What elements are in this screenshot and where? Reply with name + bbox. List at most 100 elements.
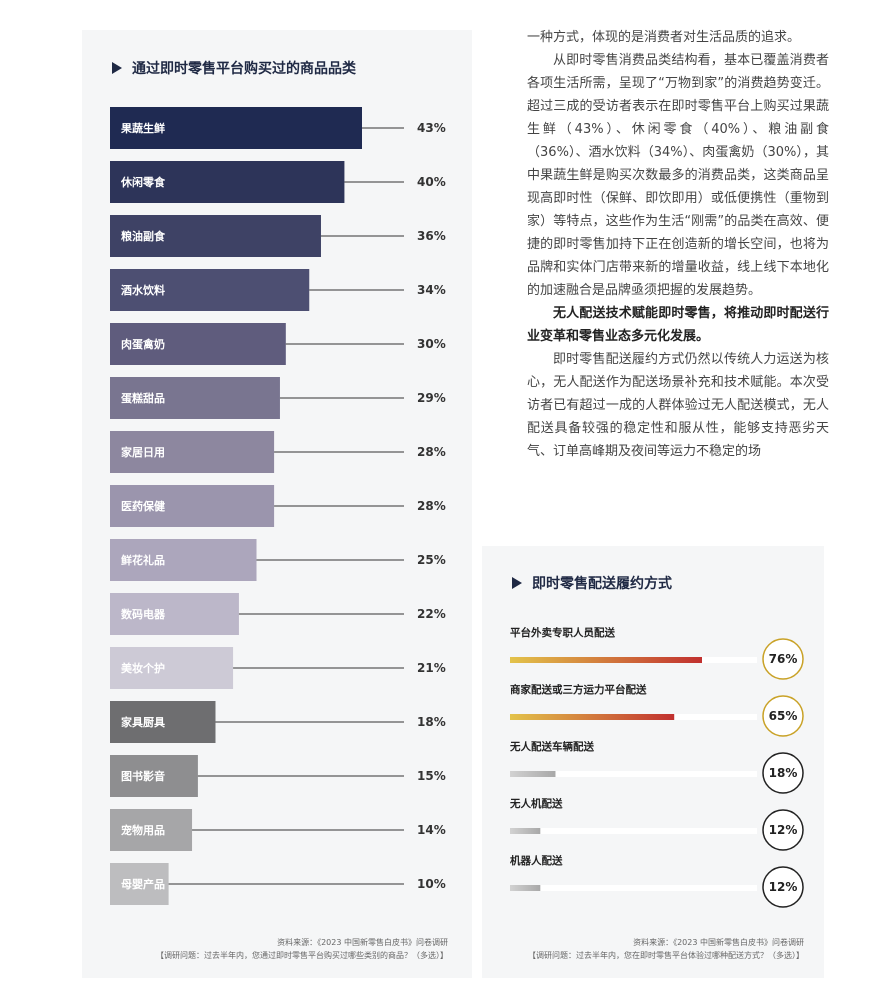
value-label: 14% bbox=[417, 823, 446, 837]
value-circle bbox=[762, 638, 804, 680]
value-label: 21% bbox=[417, 661, 446, 675]
value-circle bbox=[762, 752, 804, 794]
category-bar-group: 家具厨具 18% bbox=[110, 701, 446, 743]
value-label: 15% bbox=[417, 769, 446, 783]
category-bar-group: 家居日用 28% bbox=[110, 431, 446, 473]
value-label: 36% bbox=[417, 229, 446, 243]
category-bar bbox=[110, 593, 239, 635]
survey-question-text: 【调研问题：过去半年内，您通过即时零售平台购买过哪些类别的商品？（多选）】 bbox=[156, 951, 448, 960]
bar-track bbox=[510, 885, 757, 891]
category-bar-group: 休闲零食 40% bbox=[110, 161, 446, 203]
category-chart-title: 通过即时零售平台购买过的商品品类 bbox=[112, 58, 356, 78]
value-label: 40% bbox=[417, 175, 446, 189]
category-bar bbox=[110, 701, 216, 743]
delivery-bar-group: 商家配送或三方运力平台配送 65% bbox=[510, 683, 804, 737]
survey-question-text: 【调研问题：过去半年内，您在即时零售平台体验过哪种配送方式？（多选）】 bbox=[528, 951, 804, 960]
value-label: 30% bbox=[417, 337, 446, 351]
bar-track bbox=[510, 828, 757, 834]
category-label: 蛋糕甜品 bbox=[121, 391, 165, 405]
delivery-bar-chart: 平台外卖专职人员配送 76% 商家配送或三方运力平台配送 65% 无人配送车辆配送 18%… bbox=[509, 626, 804, 908]
category-bar-group: 酒水饮料 34% bbox=[110, 269, 446, 311]
delivery-bar-group: 无人机配送 12% bbox=[509, 797, 804, 851]
category-chart-panel: 通过即时零售平台购买过的商品品类 果蔬生鲜 43% 休闲零食 40% 粮油副食 36% 酒水… bbox=[82, 30, 472, 978]
category-label: 家居日用 bbox=[121, 445, 165, 459]
triangle-bullet-icon bbox=[112, 62, 122, 74]
article-subheading: 无人配送技术赋能即时零售，将推动即时配送行业变革和零售业态多元化发展。 bbox=[527, 306, 829, 344]
delivery-bar bbox=[510, 657, 702, 663]
delivery-chart-source: 资料来源：《2023 中国新零售白皮书》问卷调研 【调研问题：过去半年内，您在即… bbox=[528, 936, 804, 962]
delivery-label: 商家配送或三方运力平台配送 bbox=[510, 683, 647, 696]
category-label: 果蔬生鲜 bbox=[120, 121, 165, 135]
category-chart-source: 资料来源：《2023 中国新零售白皮书》问卷调研 【调研问题：过去半年内，您通过… bbox=[156, 936, 448, 962]
value-label: 22% bbox=[417, 607, 446, 621]
category-bar-group: 图书影音 15% bbox=[110, 755, 446, 797]
value-label: 18% bbox=[417, 715, 446, 729]
triangle-bullet-icon bbox=[512, 577, 522, 589]
value-label: 25% bbox=[417, 553, 446, 567]
value-label: 12% bbox=[769, 823, 798, 837]
delivery-bar bbox=[510, 771, 556, 777]
category-bar-group: 美妆个护 21% bbox=[110, 647, 446, 689]
delivery-bar bbox=[510, 714, 675, 720]
delivery-bar-group: 无人配送车辆配送 18% bbox=[509, 740, 804, 794]
category-bar bbox=[110, 755, 198, 797]
category-bar-group: 蛋糕甜品 29% bbox=[110, 377, 446, 419]
category-bar-group: 宠物用品 14% bbox=[110, 809, 446, 851]
category-label: 家具厨具 bbox=[121, 715, 165, 729]
delivery-chart-panel: 即时零售配送履约方式 平台外卖专职人员配送 76% 商家配送或三方运力平台配送 65%… bbox=[482, 546, 824, 978]
delivery-bar-group: 平台外卖专职人员配送 76% bbox=[510, 626, 804, 680]
category-bar-group: 医药保健 28% bbox=[110, 485, 446, 527]
value-label: 76% bbox=[769, 652, 798, 666]
article-paragraph-2: 从即时零售消费品类结构看，基本已覆盖消费者各项生活所需，呈现了“万物到家”的消费… bbox=[527, 53, 829, 298]
article-text: 一种方式，体现的是消费者对生活品质的追求。 从即时零售消费品类结构看，基本已覆盖… bbox=[527, 26, 829, 463]
delivery-label: 机器人配送 bbox=[510, 854, 563, 867]
bar-track bbox=[510, 771, 757, 777]
delivery-label: 无人机配送 bbox=[509, 797, 563, 810]
category-bar-group: 鲜花礼品 25% bbox=[110, 539, 446, 581]
source-text: 资料来源：《2023 中国新零售白皮书》问卷调研 bbox=[633, 938, 804, 947]
delivery-bar bbox=[510, 885, 541, 891]
category-label: 休闲零食 bbox=[120, 175, 166, 189]
category-bar bbox=[110, 269, 310, 311]
category-bar bbox=[110, 323, 286, 365]
category-bar-chart: 果蔬生鲜 43% 休闲零食 40% 粮油副食 36% 酒水饮料 34% 肉蛋禽奶 30% 蛋糕甜品 2… bbox=[110, 107, 446, 905]
category-label: 美妆个护 bbox=[121, 661, 165, 675]
category-bar-group: 肉蛋禽奶 30% bbox=[110, 323, 446, 365]
category-bar bbox=[110, 107, 362, 149]
value-label: 18% bbox=[769, 766, 798, 780]
category-bar bbox=[110, 377, 280, 419]
category-bar bbox=[110, 647, 234, 689]
value-label: 12% bbox=[769, 880, 798, 894]
category-bar bbox=[110, 863, 169, 905]
category-label: 图书影音 bbox=[121, 769, 165, 783]
source-text: 资料来源：《2023 中国新零售白皮书》问卷调研 bbox=[277, 938, 448, 947]
category-bar-group: 母婴产品 10% bbox=[110, 863, 446, 905]
article-paragraph-1: 一种方式，体现的是消费者对生活品质的追求。 bbox=[527, 30, 801, 45]
delivery-label: 平台外卖专职人员配送 bbox=[510, 626, 615, 639]
category-label: 医药保健 bbox=[121, 499, 166, 513]
value-label: 65% bbox=[769, 709, 798, 723]
value-circle bbox=[762, 695, 804, 737]
category-bar bbox=[110, 485, 275, 527]
value-label: 29% bbox=[417, 391, 446, 405]
category-label: 母婴产品 bbox=[121, 877, 165, 891]
category-bar bbox=[110, 161, 345, 203]
value-label: 28% bbox=[417, 445, 446, 459]
article-paragraph-3: 即时零售配送履约方式仍然以传统人力运送为核心，无人配送作为配送场景补充和技术赋能… bbox=[527, 352, 829, 459]
value-label: 34% bbox=[417, 283, 446, 297]
delivery-bar-group: 机器人配送 12% bbox=[510, 854, 804, 908]
category-bar-group: 数码电器 22% bbox=[110, 593, 446, 635]
value-label: 28% bbox=[417, 499, 446, 513]
value-label: 43% bbox=[417, 121, 446, 135]
delivery-bar bbox=[510, 828, 541, 834]
category-bar bbox=[110, 215, 321, 257]
delivery-label: 无人配送车辆配送 bbox=[509, 740, 594, 753]
category-bar-group: 粮油副食 36% bbox=[110, 215, 446, 257]
delivery-chart-title: 即时零售配送履约方式 bbox=[512, 573, 672, 593]
category-bar bbox=[110, 431, 275, 473]
category-label: 肉蛋禽奶 bbox=[121, 337, 165, 351]
category-bar bbox=[110, 809, 193, 851]
value-circle bbox=[762, 809, 804, 851]
category-bar bbox=[110, 539, 257, 581]
category-label: 宠物用品 bbox=[121, 823, 165, 837]
